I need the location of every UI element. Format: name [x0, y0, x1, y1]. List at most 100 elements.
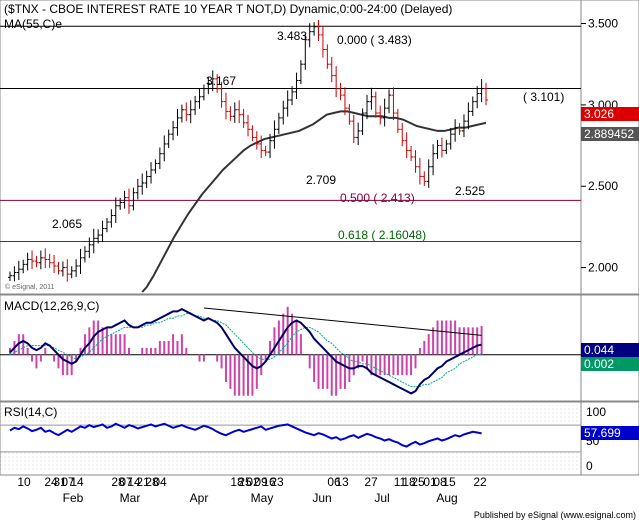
rsi-plot — [0, 405, 581, 472]
price-bar — [400, 123, 405, 147]
price-bar — [268, 133, 273, 159]
price-bar — [246, 114, 250, 137]
date-tick-label: 18 — [402, 475, 416, 489]
macd-value-marker — [581, 343, 639, 357]
price-bar — [439, 137, 444, 158]
price-bar — [254, 131, 259, 150]
price-bar — [290, 86, 295, 106]
price-bar — [127, 188, 131, 214]
price-bar — [250, 125, 255, 142]
price-bar — [466, 102, 471, 130]
date-tick-label: 28 — [145, 475, 159, 489]
price-bar — [8, 271, 12, 282]
price-bar — [422, 171, 427, 186]
price-bar — [201, 84, 206, 101]
price-bar — [342, 87, 347, 116]
price-bar — [320, 25, 325, 58]
fib-0-label: 0.000 ( 3.483) — [337, 33, 412, 47]
macd-value: 0.044 — [584, 343, 614, 357]
price-bar — [87, 237, 92, 258]
price-tick-label: 3.500 — [588, 17, 618, 31]
price-bar — [109, 209, 114, 228]
price-bar — [312, 22, 317, 36]
price-bar — [122, 190, 127, 209]
fib-50-label: 0.500 ( 2.413) — [340, 191, 415, 205]
date-tick-label: 07 — [61, 475, 75, 489]
price-bar — [338, 82, 343, 101]
price-bar — [285, 90, 290, 117]
price-bar — [387, 89, 392, 114]
date-tick-label: 28 — [111, 475, 125, 489]
price-bar — [206, 77, 211, 95]
date-tick-label: 22 — [473, 475, 487, 489]
date-tick-label: 27 — [364, 475, 378, 489]
annotation-2065: 2.065 — [52, 217, 82, 231]
ma-line — [141, 110, 487, 293]
price-bar — [179, 104, 184, 123]
price-bar — [232, 102, 237, 123]
chart-title: ($TNX - CBOE INTEREST RATE 10 YEAR T NOT… — [4, 2, 452, 16]
price-bar — [316, 20, 321, 42]
price-bar — [457, 123, 462, 136]
ma-value: 2.889452 — [584, 127, 634, 141]
price-bar — [21, 259, 26, 274]
price-bar — [259, 135, 264, 159]
price-bar — [303, 33, 308, 70]
price-bar — [382, 98, 387, 127]
macd-plot — [0, 306, 581, 396]
annotation-3167: 3.167 — [206, 74, 236, 88]
rsi-title: RSI(14,C) — [4, 405, 57, 419]
date-tick-label: 14 — [70, 475, 84, 489]
ma-label: MA(55,C)e — [4, 17, 62, 31]
price-bar — [193, 95, 198, 115]
date-tick-label: 09 — [254, 475, 268, 489]
price-bar — [188, 100, 193, 124]
month-label: Mar — [120, 491, 141, 505]
rsi-line — [9, 422, 482, 448]
price-bar — [329, 56, 334, 83]
price-bar — [118, 197, 123, 210]
last-price-marker — [581, 107, 639, 121]
date-tick-label: 14 — [127, 475, 141, 489]
macd-signal-line — [9, 313, 482, 388]
price-bar — [65, 259, 70, 282]
macd-trendline — [203, 307, 482, 336]
price-bar — [74, 259, 79, 277]
annotation-2709: 2.709 — [306, 173, 336, 187]
price-bar — [219, 81, 224, 108]
date-tick-label: 02 — [246, 475, 260, 489]
price-bar — [461, 114, 466, 138]
price-bar — [16, 260, 21, 281]
date-tick-label: 08 — [433, 475, 447, 489]
price-tick-label: 2.500 — [588, 179, 618, 193]
price-bar — [56, 261, 61, 275]
price-bar — [395, 108, 400, 133]
ma-value-marker — [581, 127, 639, 141]
price-bar — [356, 122, 361, 145]
price-bar — [298, 60, 303, 85]
price-bar — [426, 159, 431, 188]
price-bar — [38, 250, 43, 270]
price-bar — [263, 145, 268, 157]
price-bar — [43, 248, 48, 268]
signal-value: 0.002 — [584, 357, 614, 371]
rsi-tick-0: 0 — [586, 459, 593, 473]
price-bar — [104, 217, 109, 233]
price-bar — [135, 178, 140, 200]
price-bar — [413, 150, 418, 173]
price-bar — [307, 23, 312, 48]
price-bar — [470, 96, 475, 117]
price-bars — [8, 20, 488, 282]
date-tick-label: 10 — [17, 475, 31, 489]
price-bar — [475, 86, 480, 109]
price-bar — [30, 250, 35, 270]
month-label: Jun — [312, 491, 331, 505]
price-bar — [153, 159, 158, 174]
price-bar — [325, 44, 330, 69]
price-bar — [96, 229, 101, 244]
price-bar — [78, 248, 83, 275]
date-tick-label: 25 — [411, 475, 425, 489]
price-bar — [276, 112, 281, 134]
